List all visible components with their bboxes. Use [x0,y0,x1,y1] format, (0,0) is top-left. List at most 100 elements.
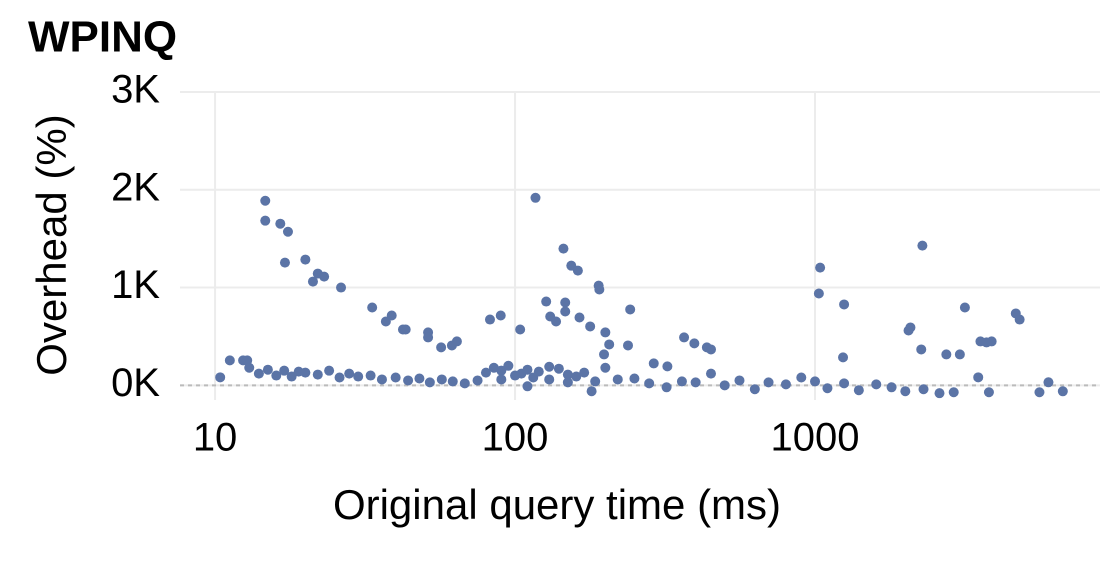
point [336,282,347,293]
point [312,369,323,380]
point [271,370,282,381]
point [530,192,541,203]
y-tick-label: 0K [111,361,160,405]
point [983,387,994,398]
point [545,311,556,322]
point [244,362,255,373]
point [447,376,458,387]
point [600,327,611,338]
point [648,358,659,369]
point [579,367,590,378]
point [319,271,330,282]
point [451,336,462,347]
point [948,387,959,398]
point [367,302,378,313]
point [572,265,583,276]
x-tick-label: 10 [193,416,238,460]
point [886,382,897,393]
point [560,306,571,317]
point [436,374,447,385]
point [533,366,544,377]
point [763,377,774,388]
point [1043,377,1054,388]
point [612,374,623,385]
point [599,349,610,360]
point [300,367,311,378]
point [503,360,514,371]
point [262,364,273,375]
point [954,349,965,360]
point [1034,387,1045,398]
point [900,386,911,397]
point [1057,386,1068,397]
point [719,380,730,391]
point [690,377,701,388]
point [553,363,564,374]
point [810,376,821,387]
point [353,371,364,382]
point [275,218,286,229]
point [496,365,507,376]
point [813,288,824,299]
point [905,322,916,333]
point [300,254,311,265]
point [1014,314,1025,325]
point [918,384,929,395]
point [629,373,640,384]
point [541,296,552,307]
point [571,371,582,382]
point [604,339,615,350]
point [815,262,826,273]
point [853,385,864,396]
point [973,372,984,383]
point [676,376,687,387]
x-tick-label: 1000 [771,416,860,460]
point [365,370,376,381]
point [679,332,690,343]
point [423,332,434,343]
point [644,378,655,389]
point [279,257,290,268]
point [986,336,997,347]
point [625,304,636,315]
point [600,362,611,373]
point [480,367,491,378]
point [734,375,745,386]
y-axis-label: Overhead (%) [28,114,75,375]
point [544,361,555,372]
point [934,388,945,399]
point [749,384,760,395]
point [522,381,533,392]
point [279,365,290,376]
point [253,368,264,379]
point [796,372,807,383]
point [560,297,571,308]
point [459,378,470,389]
point [496,374,507,385]
point [344,368,355,379]
point [400,324,411,335]
point [472,375,483,386]
point [917,240,928,251]
point [484,314,495,325]
point [260,215,271,226]
x-axis-label: Original query time (ms) [333,481,781,528]
point [585,321,596,332]
point [286,371,297,382]
point [594,284,605,295]
point [334,372,345,383]
point [780,379,791,390]
point [215,372,226,383]
point [424,377,435,388]
point [495,310,506,321]
y-tick-label: 3K [111,68,160,112]
point [705,368,716,379]
point [871,379,882,390]
point [586,386,597,397]
point [839,378,850,389]
point [590,376,601,387]
point [307,276,318,287]
y-tick-label: 1K [111,263,160,307]
point [390,372,401,383]
